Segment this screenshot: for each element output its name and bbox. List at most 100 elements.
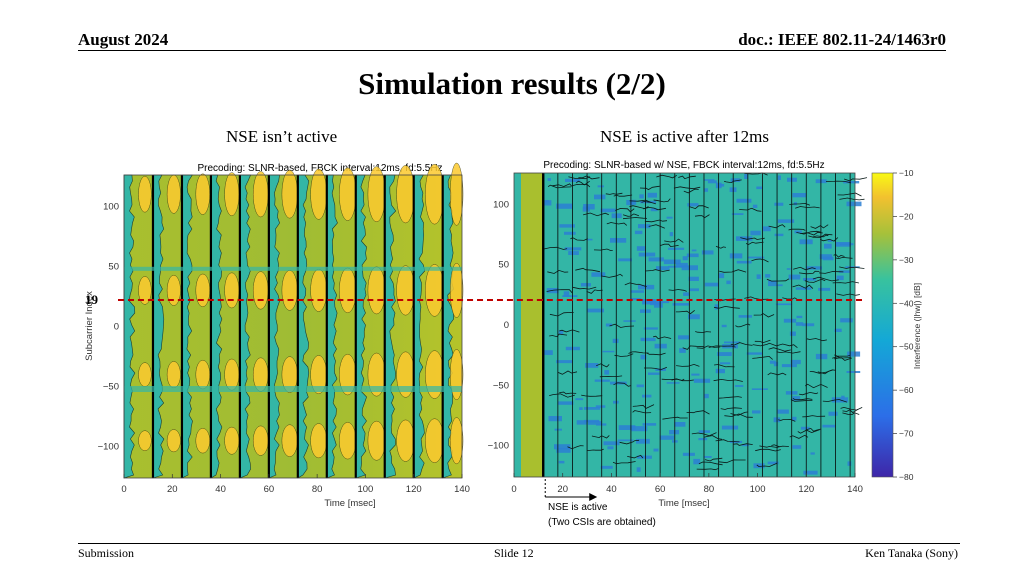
right-blue-patch xyxy=(568,251,579,255)
right-contour xyxy=(622,213,640,217)
right-blue-patch xyxy=(791,416,797,421)
right-blue-patch xyxy=(834,328,842,332)
right-blue-patch xyxy=(703,456,712,458)
right-contour xyxy=(695,331,712,333)
right-blue-patch xyxy=(703,179,715,181)
right-blue-patch xyxy=(721,425,739,430)
right-contour xyxy=(614,353,634,357)
right-contour xyxy=(571,183,591,188)
right-contour xyxy=(768,347,791,352)
right-blue-patch xyxy=(704,393,709,399)
right-blue-patch xyxy=(810,452,815,455)
right-blue-patch xyxy=(736,260,752,264)
right-blue-patch xyxy=(559,224,575,228)
right-blue-patch xyxy=(847,351,861,357)
right-contour xyxy=(723,179,742,184)
right-blue-patch xyxy=(642,299,656,305)
right-blue-patch xyxy=(822,424,836,428)
right-contour xyxy=(843,177,868,182)
right-blue-patch xyxy=(738,315,752,318)
left-yellow-blob xyxy=(310,168,328,220)
right-contour xyxy=(549,393,575,398)
right-heatmap-chart: Precoding: SLNR-based w/ NSE, FBCK inter… xyxy=(488,160,922,509)
right-blue-patch xyxy=(564,231,576,235)
left-yellow-blob xyxy=(195,359,211,390)
right-blue-patch xyxy=(666,382,680,384)
right-contour xyxy=(547,184,572,189)
right-contour xyxy=(593,248,613,251)
left-yellow-blob xyxy=(367,266,386,315)
right-blue-patch xyxy=(847,461,852,466)
right-blue-patch xyxy=(597,185,604,188)
right-contour xyxy=(825,180,851,184)
right-blue-patch xyxy=(752,410,761,414)
right-blue-patch xyxy=(595,405,606,408)
right-contour xyxy=(599,375,623,378)
right-blue-patch xyxy=(767,461,779,465)
left-teal-band xyxy=(210,174,223,479)
right-contour xyxy=(641,201,657,205)
colorbar-tick-label: −30 xyxy=(899,255,914,265)
right-blue-patch xyxy=(584,407,601,410)
right-y-tick-label: −50 xyxy=(493,380,509,391)
right-blue-patch xyxy=(674,422,686,427)
right-blue-patch xyxy=(637,455,652,459)
right-blue-patch xyxy=(591,272,606,277)
right-blue-patch xyxy=(605,323,612,327)
right-contour xyxy=(586,289,603,294)
right-contour xyxy=(714,364,735,368)
left-yellow-blob xyxy=(310,423,328,459)
right-contour xyxy=(795,206,820,209)
right-contour xyxy=(703,435,723,440)
header-rule xyxy=(78,50,946,51)
right-contour xyxy=(733,443,753,446)
right-chart-title: Precoding: SLNR-based w/ NSE, FBCK inter… xyxy=(543,160,824,171)
left-yellow-blob xyxy=(339,422,357,460)
right-contour xyxy=(619,439,640,445)
right-contour xyxy=(754,339,771,344)
left-yellow-blob xyxy=(138,175,152,213)
left-yellow-blob xyxy=(224,172,240,217)
left-yellow-blob xyxy=(310,268,328,312)
right-blue-patch xyxy=(547,178,551,181)
slide-title: Simulation results (2/2) xyxy=(358,66,666,101)
left-yellow-blob xyxy=(195,273,211,308)
right-contour xyxy=(547,269,569,274)
right-contour xyxy=(790,399,813,402)
right-blue-patch xyxy=(836,275,844,281)
right-blue-patch xyxy=(586,238,593,241)
right-blue-patch xyxy=(838,270,851,273)
right-contour xyxy=(653,198,671,203)
right-blue-patch xyxy=(600,208,616,213)
right-blue-patch xyxy=(795,322,804,326)
right-contour xyxy=(639,185,660,191)
subcarrier-19-dashed-line xyxy=(118,299,862,301)
right-blue-patch xyxy=(720,362,731,365)
right-blue-patch xyxy=(835,242,851,247)
right-blue-patch xyxy=(747,256,765,259)
right-blue-patch xyxy=(647,192,657,198)
right-contour xyxy=(799,391,819,396)
header-date: August 2024 xyxy=(78,30,169,49)
colorbar-tick-label: −20 xyxy=(899,211,914,221)
right-blue-patch xyxy=(659,435,675,440)
left-yellow-blob xyxy=(224,272,240,309)
right-contour xyxy=(812,234,829,238)
right-x-tick-label: 0 xyxy=(511,484,516,495)
left-chart-title: Precoding: SLNR-based, FBCK interval:12m… xyxy=(197,163,442,174)
left-yellow-blob xyxy=(396,165,415,224)
right-contour xyxy=(704,457,723,462)
left-yellow-blob xyxy=(138,430,152,451)
left-y-axis-label: Subcarrier Index xyxy=(84,291,95,361)
left-yellow-blob xyxy=(339,267,357,314)
right-contour xyxy=(675,309,695,315)
right-blue-patch xyxy=(556,360,573,364)
left-yellow-blob xyxy=(425,163,445,225)
right-blue-patch xyxy=(558,460,565,464)
left-yellow-blob xyxy=(449,162,464,226)
right-contour xyxy=(800,231,823,236)
right-contour xyxy=(567,445,584,450)
right-y-tick-label: 0 xyxy=(504,320,509,331)
right-blue-patch xyxy=(765,274,771,278)
right-contour xyxy=(686,410,710,415)
